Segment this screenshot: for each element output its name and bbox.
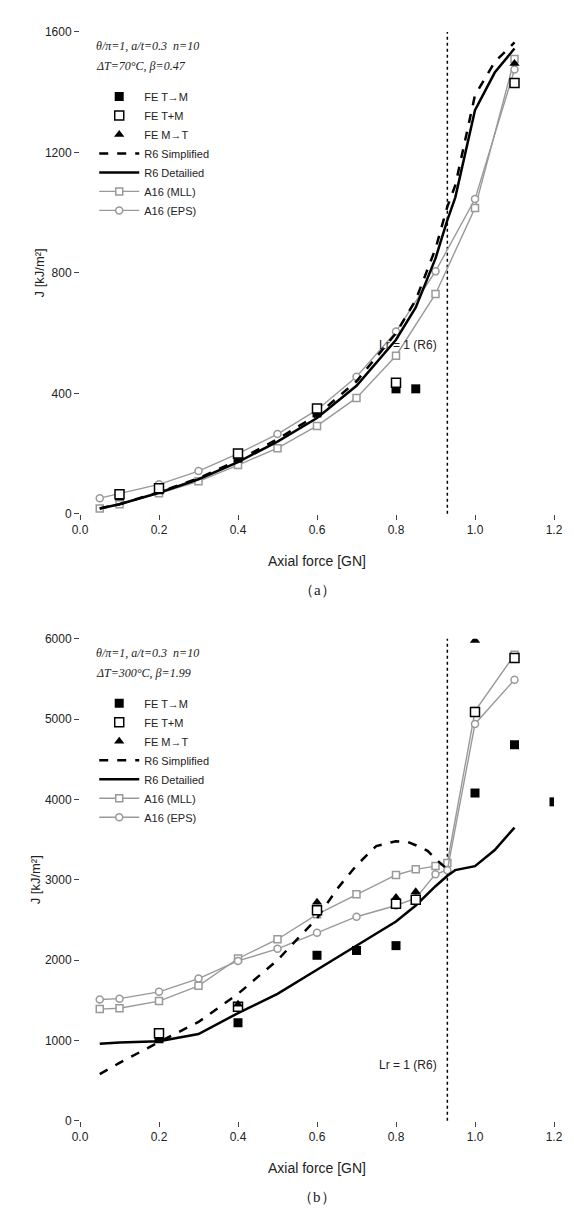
svg-text:J [kJ/m²]: J [kJ/m²] (28, 855, 43, 904)
svg-text:A16 (EPS): A16 (EPS) (144, 205, 196, 217)
svg-text:1.2: 1.2 (546, 1130, 563, 1144)
svg-text:θ/π=1, a/t=0.3 n=10: θ/π=1, a/t=0.3 n=10 (96, 646, 199, 660)
svg-text:1.0: 1.0 (467, 1130, 484, 1144)
svg-text:2000: 2000 (45, 953, 72, 967)
svg-text:FE T→M: FE T→M (144, 698, 188, 710)
svg-text:ΔT=70°C, β=0.47: ΔT=70°C, β=0.47 (96, 59, 186, 73)
svg-text:0.0: 0.0 (72, 1130, 89, 1144)
svg-text:5000: 5000 (45, 712, 72, 726)
svg-text:0.4: 0.4 (230, 1130, 247, 1144)
svg-text:400: 400 (52, 387, 72, 401)
svg-text:FE M→T: FE M→T (144, 736, 188, 748)
svg-text:FE T+M: FE T+M (144, 110, 183, 122)
svg-text:FE T+M: FE T+M (144, 717, 183, 729)
svg-text:FE T→M: FE T→M (144, 91, 188, 103)
svg-text:1600: 1600 (45, 25, 72, 39)
svg-text:3000: 3000 (45, 873, 72, 887)
svg-text:Axial force [GN]: Axial force [GN] (268, 553, 366, 569)
svg-text:1000: 1000 (45, 1034, 72, 1048)
svg-text:FE M→T: FE M→T (144, 129, 188, 141)
svg-text:A16 (MLL): A16 (MLL) (144, 186, 195, 198)
svg-text:1200: 1200 (45, 146, 72, 160)
svg-text:6000: 6000 (45, 632, 72, 646)
svg-text:R6 Detailied: R6 Detailied (144, 774, 204, 786)
svg-text:800: 800 (52, 266, 72, 280)
svg-text:0.6: 0.6 (309, 523, 326, 537)
svg-text:θ/π=1, a/t=0.3 n=10: θ/π=1, a/t=0.3 n=10 (96, 39, 199, 53)
svg-text:0.4: 0.4 (230, 523, 247, 537)
svg-text:Lr = 1 (R6): Lr = 1 (R6) (379, 338, 437, 352)
svg-text:0.0: 0.0 (72, 523, 89, 537)
svg-text:A16 (EPS): A16 (EPS) (144, 812, 196, 824)
svg-text:1.0: 1.0 (467, 523, 484, 537)
svg-text:0.8: 0.8 (388, 523, 405, 537)
svg-text:A16 (MLL): A16 (MLL) (144, 793, 195, 805)
svg-text:（a）: （a） (299, 582, 336, 598)
svg-text:0.2: 0.2 (151, 1130, 168, 1144)
svg-text:（b）: （b） (298, 1189, 336, 1205)
svg-text:Axial force [GN]: Axial force [GN] (268, 1160, 366, 1176)
svg-text:4000: 4000 (45, 793, 72, 807)
svg-text:1.2: 1.2 (546, 523, 563, 537)
svg-text:0.6: 0.6 (309, 1130, 326, 1144)
svg-text:Lr = 1 (R6): Lr = 1 (R6) (379, 1058, 437, 1072)
svg-text:0.8: 0.8 (388, 1130, 405, 1144)
svg-text:0: 0 (65, 1114, 72, 1128)
svg-text:0.2: 0.2 (151, 523, 168, 537)
svg-text:R6 Detailied: R6 Detailied (144, 167, 204, 179)
svg-text:ΔT=300°C, β=1.99: ΔT=300°C, β=1.99 (96, 666, 191, 680)
svg-text:J [kJ/m²]: J [kJ/m²] (32, 248, 47, 297)
svg-text:R6 Simplified: R6 Simplified (144, 148, 209, 160)
svg-text:0: 0 (65, 507, 72, 521)
svg-text:R6 Simplified: R6 Simplified (144, 755, 209, 767)
